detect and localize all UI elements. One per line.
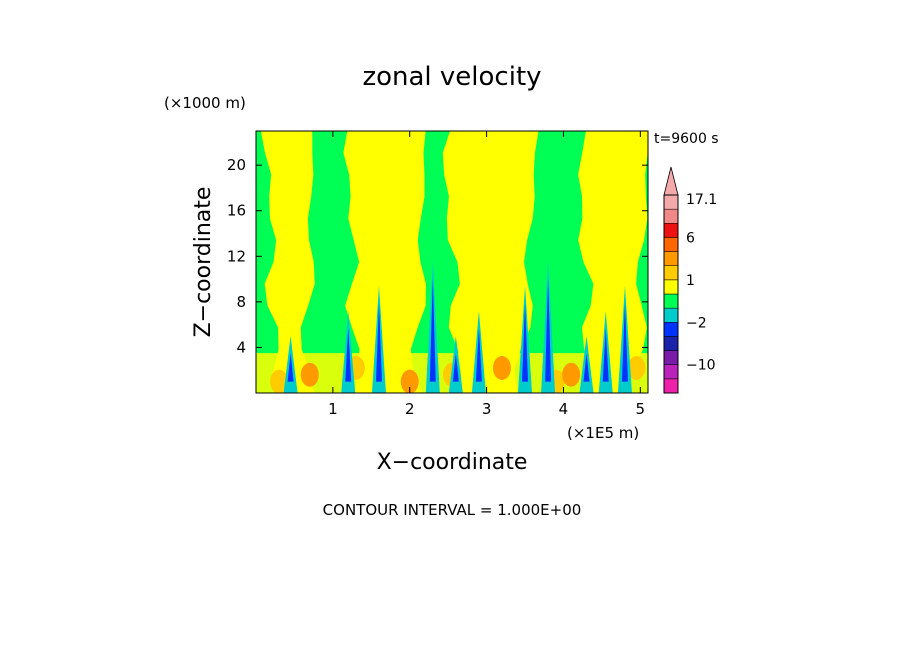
convective-spike-core (375, 303, 382, 382)
colorbar-segment (663, 364, 679, 380)
y-tick-label: 4 (236, 338, 246, 356)
colorbar-label: 6 (686, 230, 695, 246)
positive-velocity-region (442, 131, 539, 393)
chart-title: zonal velocity (362, 62, 541, 92)
x-axis-label: X−coordinate (377, 450, 528, 475)
warm-blob (492, 355, 511, 380)
warm-blob (562, 362, 581, 387)
warm-blob (627, 355, 646, 380)
warm-blob (270, 369, 289, 393)
convective-spike-core (475, 328, 482, 382)
x-axis: 1 2 3 4 5 (328, 131, 645, 418)
x-tick-label: 1 (328, 400, 338, 418)
convective-spike-core (452, 353, 459, 382)
convective-spike-core (522, 303, 529, 382)
x-tick-label: 5 (636, 400, 646, 418)
colorbar-segment (663, 350, 679, 365)
convective-spike-core (287, 353, 294, 382)
colorbar-label: −2 (686, 315, 707, 331)
colorbar-segment (663, 237, 679, 252)
y-axis: 4 8 12 16 20 (227, 156, 648, 356)
colorbar-label: 1 (686, 273, 695, 289)
colorbar-segment (663, 279, 679, 295)
colorbar-segment (663, 293, 679, 309)
colorbar-segment (663, 265, 679, 281)
colorbar-label: −10 (686, 358, 716, 374)
contour-field (256, 131, 648, 393)
convective-spike-core (545, 277, 552, 382)
x-tick-label: 3 (482, 400, 492, 418)
warm-blob (300, 362, 319, 387)
colorbar-segment (663, 336, 679, 351)
contour-interval-note: CONTOUR INTERVAL = 1.000E+00 (323, 501, 582, 519)
convective-spike-core (429, 277, 436, 382)
colorbar-segment (663, 251, 679, 266)
plot-frame (255, 130, 649, 394)
time-label: t=9600 s (654, 131, 719, 147)
positive-velocity-region (260, 131, 315, 393)
colorbar: 17.1 6 1 −2 −10 (663, 166, 717, 394)
warm-blob (400, 369, 419, 393)
y-tick-label: 8 (236, 293, 246, 311)
x-tick-label: 4 (559, 400, 569, 418)
colorbar-segment (663, 322, 679, 337)
x-tick-label: 2 (405, 400, 415, 418)
colorbar-segment (663, 378, 679, 394)
y-tick-label: 16 (227, 202, 246, 220)
y-tick-label: 12 (227, 247, 246, 265)
y-scale-label: (×1000 m) (164, 94, 246, 112)
convective-spike-core (345, 328, 352, 382)
colorbar-label: 17.1 (686, 192, 717, 208)
colorbar-segment (663, 307, 679, 323)
colorbar-frame (663, 194, 679, 394)
x-scale-label: (×1E5 m) (567, 424, 639, 442)
colorbar-segment (663, 208, 679, 224)
colorbar-segment (663, 194, 679, 210)
positive-velocity-region (578, 131, 648, 393)
colorbar-segment (663, 223, 679, 238)
convective-spike-core (583, 353, 590, 382)
convective-spike-core (602, 328, 609, 382)
convective-spike-core (621, 303, 628, 382)
y-tick-label: 20 (227, 156, 246, 174)
positive-velocity-region (343, 131, 426, 393)
y-axis-label: Z−coordinate (191, 187, 216, 338)
colorbar-max-arrow (663, 166, 679, 196)
